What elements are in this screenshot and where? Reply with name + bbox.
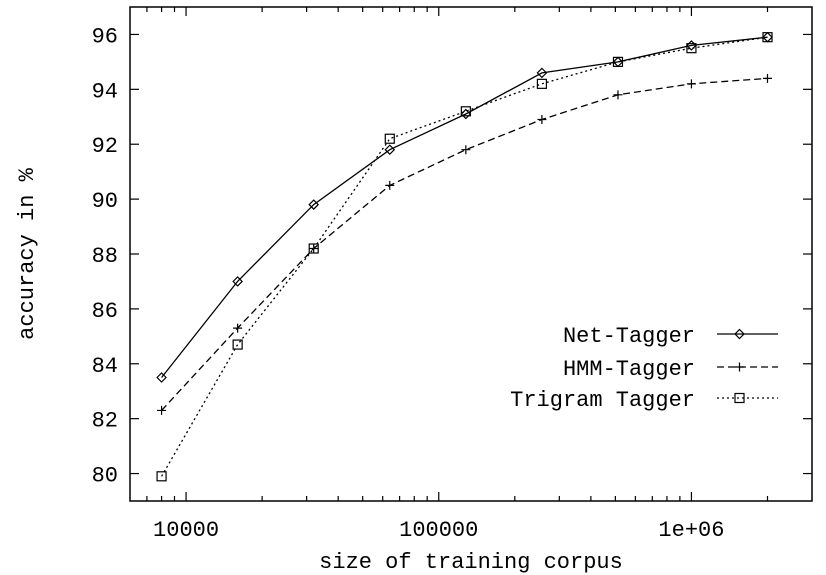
data-point — [156, 471, 167, 482]
data-point — [232, 339, 243, 350]
y-tick-label: 84 — [92, 354, 118, 379]
data-point — [536, 67, 548, 79]
series-line — [161, 77, 768, 411]
axis-ticks: 80 82 84 86 88 90 92 94 96 10000 100000 1e+06 — [92, 7, 812, 543]
y-tick-label: 86 — [92, 299, 118, 324]
data-point — [762, 32, 773, 43]
data-point — [233, 323, 243, 333]
data-point — [309, 244, 319, 254]
y-tick-label: 90 — [92, 189, 118, 214]
y-tick-label: 80 — [92, 464, 118, 489]
data-point — [384, 133, 395, 144]
data-point — [613, 90, 623, 100]
data-point — [537, 115, 547, 125]
legend-marker — [735, 362, 744, 372]
legend-label: Net-Tagger — [563, 324, 695, 349]
series-line — [161, 36, 768, 378]
data-point — [308, 243, 319, 254]
data-point — [612, 56, 624, 67]
data-point — [156, 372, 167, 383]
data-point — [157, 405, 167, 415]
legend: Net-Tagger HMM-Tagger Trigram Tagger — [510, 324, 778, 413]
data-point — [686, 43, 697, 54]
data-point — [385, 180, 395, 190]
data-point — [308, 199, 320, 210]
data-point — [763, 73, 773, 83]
series-markers — [156, 31, 773, 482]
data-point — [461, 145, 471, 155]
x-tick-label: 10000 — [153, 518, 219, 543]
y-tick-label: 92 — [92, 134, 118, 159]
data-point — [384, 144, 396, 156]
legend-label: Trigram Tagger — [510, 388, 695, 413]
y-tick-label: 94 — [92, 79, 118, 104]
x-axis-label: size of training corpus — [319, 550, 623, 575]
legend-marker — [734, 392, 745, 404]
series-lines — [161, 36, 768, 477]
data-point — [460, 106, 471, 117]
data-point — [536, 78, 548, 89]
data-point — [460, 108, 472, 120]
y-tick-label: 82 — [92, 409, 118, 434]
legend-label: HMM-Tagger — [563, 357, 695, 382]
plot-frame — [129, 6, 813, 502]
data-point — [232, 276, 243, 287]
y-axis-label: accuracy in % — [15, 167, 40, 339]
x-tick-label: 1e+06 — [658, 518, 724, 543]
data-point — [686, 79, 696, 89]
legend-marker — [734, 328, 745, 340]
x-tick-label: 100000 — [399, 518, 478, 543]
y-tick-label: 96 — [92, 24, 118, 49]
y-tick-label: 88 — [92, 244, 118, 269]
